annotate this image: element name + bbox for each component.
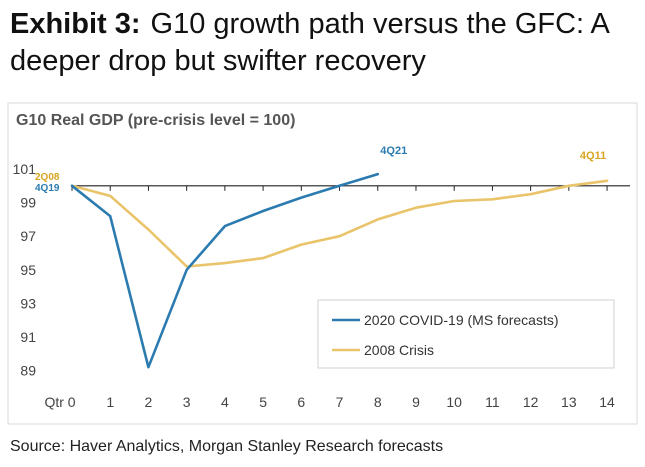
x-tick-label: 3 (183, 394, 191, 410)
gfc-end-label: 4Q11 (580, 150, 606, 162)
legend-label: 2020 COVID-19 (MS forecasts) (364, 312, 559, 328)
x-tick-label: 14 (599, 394, 615, 410)
covid-start-label: 4Q19 (35, 183, 60, 194)
y-tick-label: 97 (20, 228, 36, 244)
x-tick-label: 12 (523, 394, 539, 410)
x-tick-label: 13 (561, 394, 577, 410)
legend: 2020 COVID-19 (MS forecasts) 2008 Crisis (317, 299, 615, 369)
y-tick-label: 101 (13, 161, 37, 177)
x-tick-label: 9 (412, 394, 420, 410)
gfc-series-line (70, 179, 609, 268)
y-tick-label: 91 (20, 329, 36, 345)
exhibit-title: Exhibit 3: G10 growth path versus the GFC… (10, 6, 635, 80)
x-tick-label: 10 (446, 394, 462, 410)
line-chart: G10 Real GDP (pre-crisis level = 100) Qt… (7, 102, 638, 425)
x-tick-label: 2 (145, 394, 153, 410)
exhibit-label: Exhibit 3: (10, 8, 141, 40)
x-tick-label: 1 (106, 394, 114, 410)
legend-box (317, 299, 615, 369)
x-tick-label: 5 (259, 394, 267, 410)
x-tick-label: 8 (374, 394, 382, 410)
y-tick-label: 95 (20, 262, 36, 278)
legend-label: 2008 Crisis (364, 342, 434, 358)
covid-end-label: 4Q21 (380, 145, 407, 157)
x-tick-label: Qtr 0 (44, 394, 75, 410)
y-tick-label: 93 (20, 295, 36, 311)
y-tick-label: 89 (20, 363, 36, 379)
exhibit-heading: G10 growth path versus the GFC: A deeper… (10, 8, 609, 77)
chart-container: G10 Real GDP (pre-crisis level = 100) Qt… (0, 95, 645, 425)
gfc-start-label: 2Q08 (35, 172, 60, 183)
covid-series-line (70, 172, 380, 369)
chart-title: G10 Real GDP (pre-crisis level = 100) (16, 112, 295, 129)
x-tick-label: 4 (221, 394, 229, 410)
x-tick-label: 7 (336, 394, 344, 410)
chart-frame (7, 102, 638, 425)
x-tick-label: 6 (297, 394, 305, 410)
y-tick-label: 99 (20, 195, 36, 211)
source-note: Source: Haver Analytics, Morgan Stanley … (10, 438, 444, 455)
x-tick-label: 11 (485, 394, 500, 410)
